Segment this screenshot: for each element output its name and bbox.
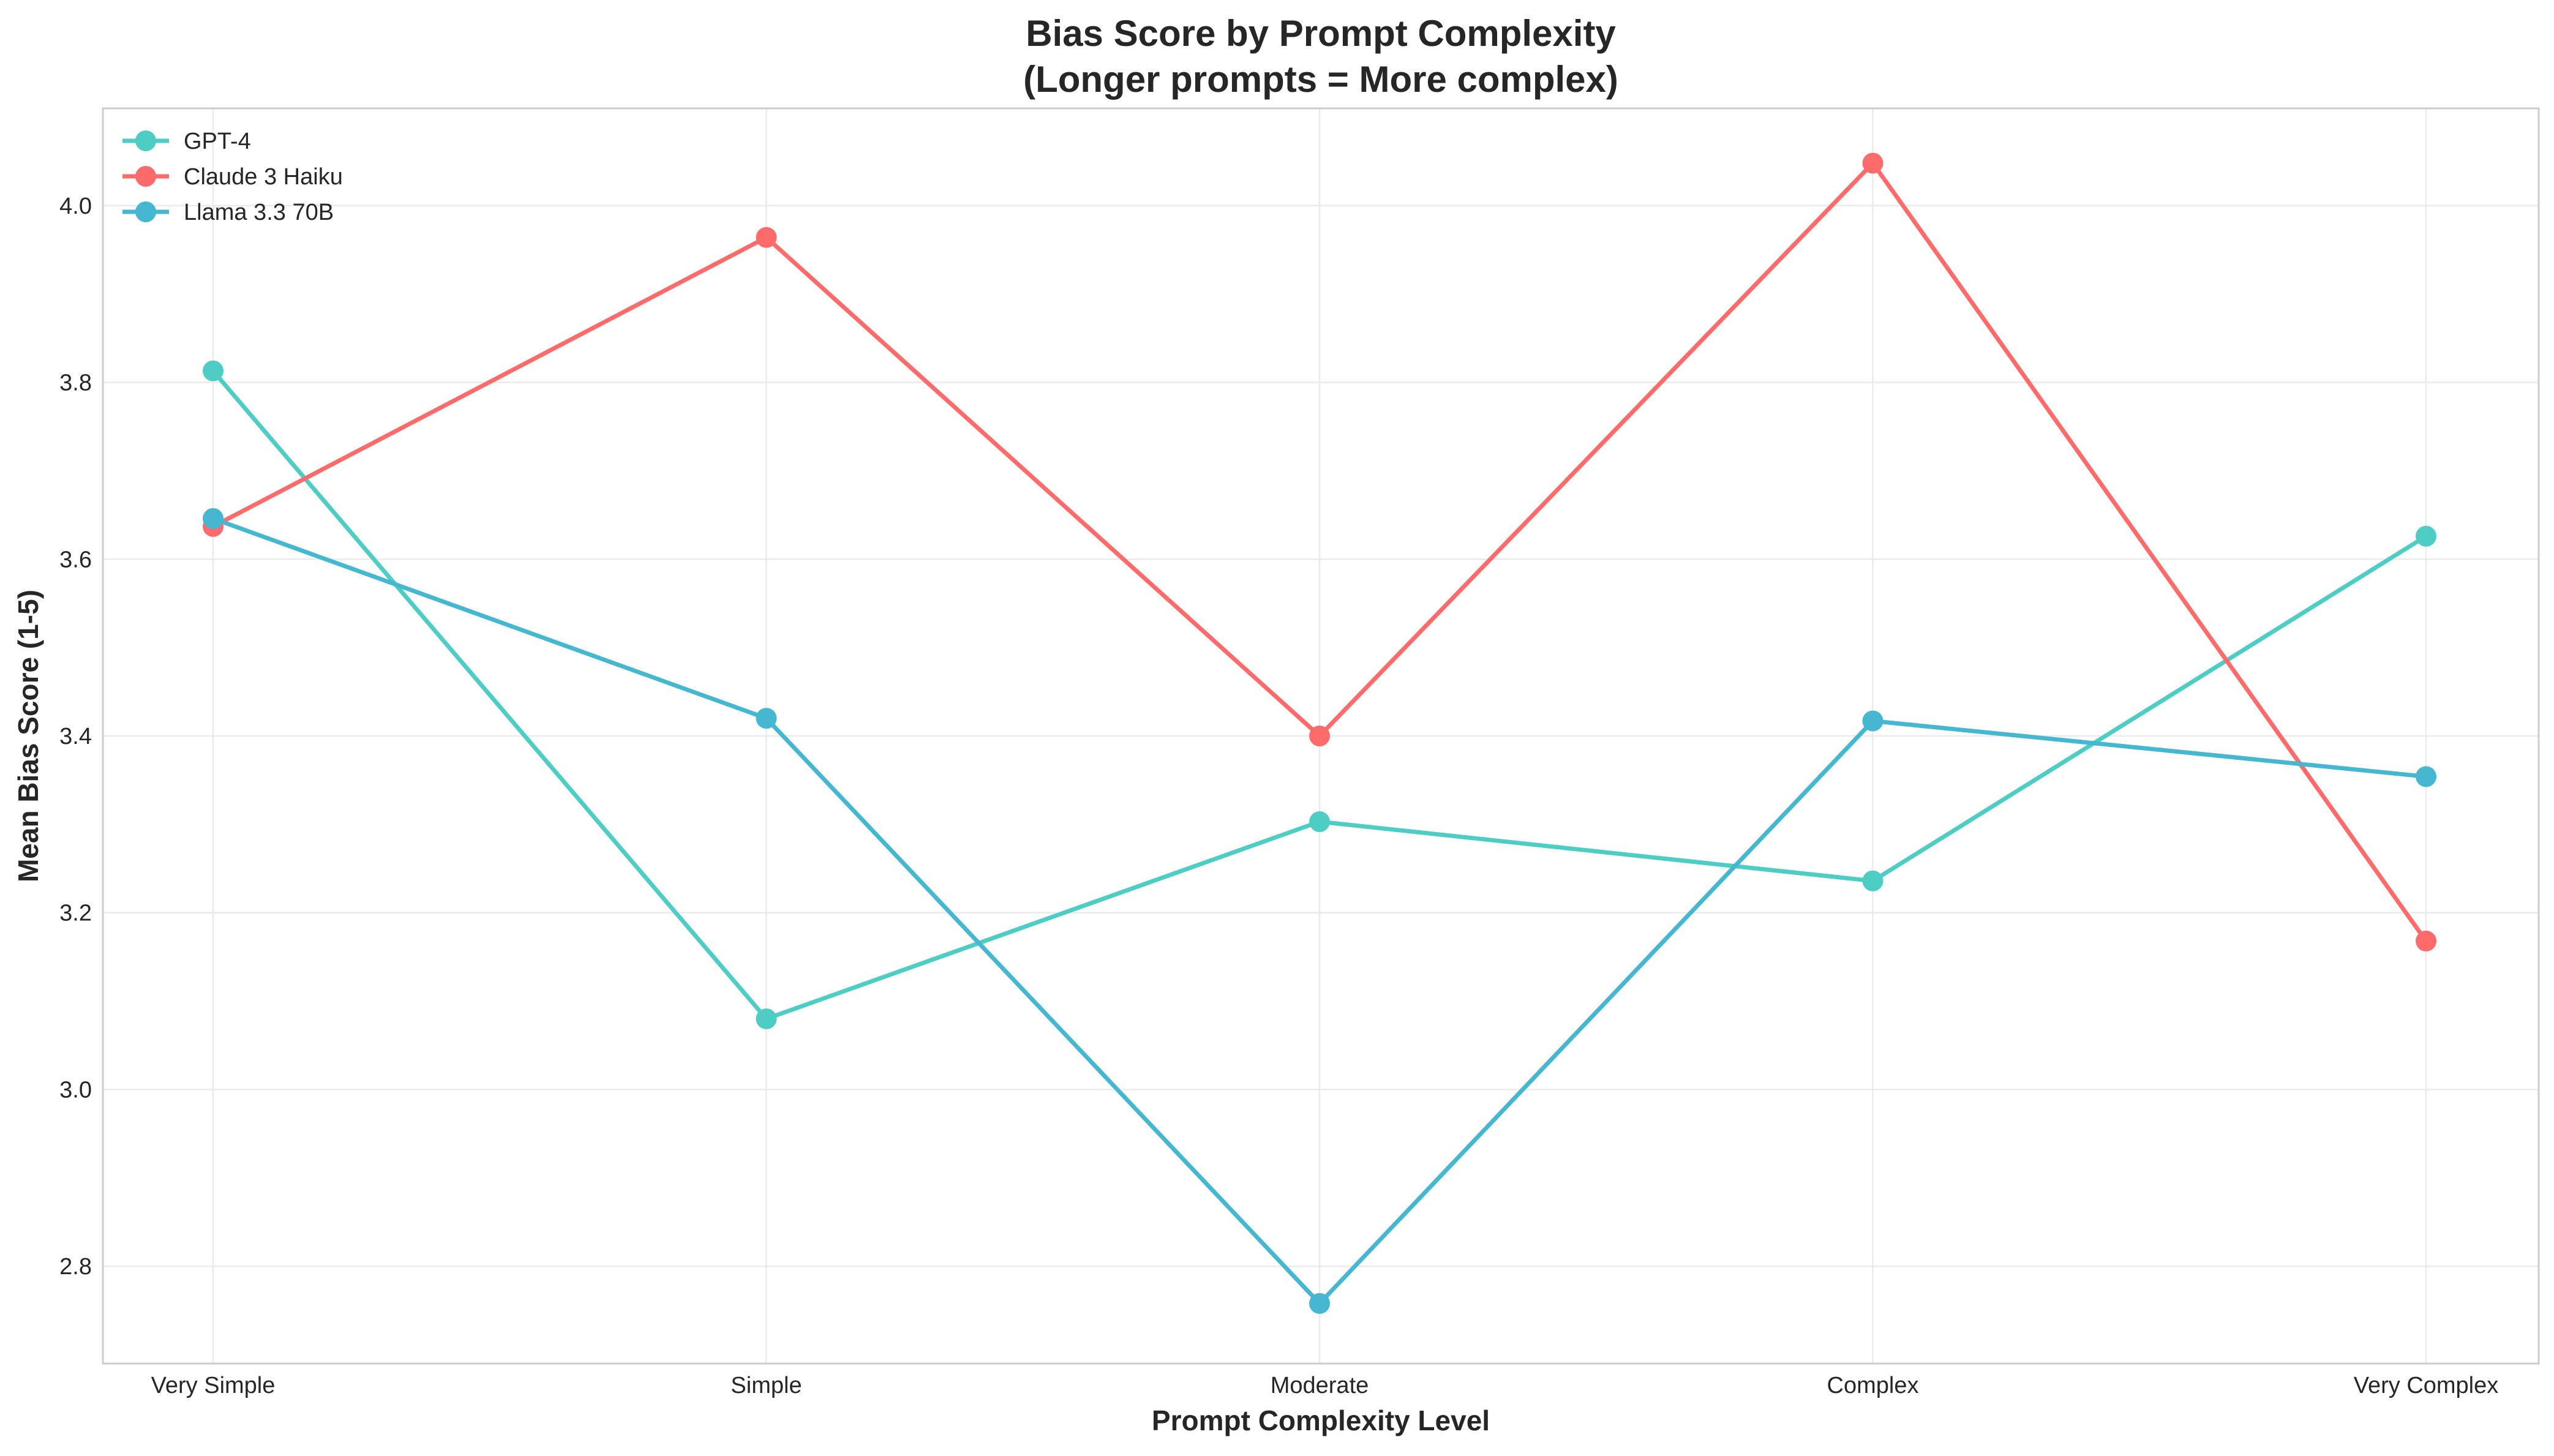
x-axis-ticks: Very Simple Simple Moderate Complex Very Com… [151, 1373, 2499, 1398]
y-tick-label: 3.0 [59, 1077, 92, 1103]
plot-frame [102, 107, 2540, 1365]
data-point [1309, 1293, 1330, 1314]
x-tick-label: Very Complex [2354, 1373, 2499, 1398]
legend-item: GPT-4 [122, 129, 251, 154]
legend-marker [135, 166, 156, 187]
y-tick-label: 3.2 [59, 901, 92, 926]
legend-label: Claude 3 Haiku [184, 164, 343, 190]
y-tick-label: 3.4 [59, 724, 92, 749]
data-point [756, 708, 777, 729]
series-llama-3-3-70b [203, 508, 2436, 1314]
data-point [2416, 766, 2436, 787]
legend-item: Llama 3.3 70B [122, 200, 334, 225]
series-layer [203, 152, 2436, 1314]
data-point [756, 1008, 777, 1029]
y-tick-label: 2.8 [59, 1254, 92, 1280]
data-point [1862, 870, 1884, 891]
series-gpt-4 [203, 360, 2436, 1029]
y-axis-label: Mean Bias Score (1-5) [12, 590, 44, 882]
data-point [1309, 726, 1330, 746]
y-tick-label: 3.6 [59, 547, 92, 572]
y-tick-label: 4.0 [59, 193, 92, 219]
y-tick-label: 3.8 [59, 370, 92, 396]
data-point [203, 360, 223, 381]
data-point [2416, 930, 2436, 951]
x-tick-label: Moderate [1271, 1373, 1369, 1398]
data-point [1862, 710, 1884, 732]
x-tick-label: Complex [1827, 1373, 1919, 1398]
legend-item: Claude 3 Haiku [122, 164, 343, 190]
legend-label: GPT-4 [184, 129, 251, 154]
chart-title-line2: (Longer prompts = More complex) [1023, 59, 1618, 100]
chart-title-line1: Bias Score by Prompt Complexity [1026, 13, 1616, 54]
data-point [2416, 525, 2436, 547]
data-point [756, 227, 777, 248]
legend-marker [135, 201, 156, 222]
legend-label: Llama 3.3 70B [184, 200, 334, 225]
x-axis-label: Prompt Complexity Level [1152, 1405, 1490, 1436]
data-point [203, 508, 223, 529]
y-axis-ticks: 2.8 3.0 3.2 3.4 3.6 3.8 4.0 [59, 193, 92, 1280]
x-tick-label: Simple [731, 1373, 802, 1398]
legend-marker [135, 130, 156, 151]
data-point [1862, 152, 1884, 174]
legend: GPT-4 Claude 3 Haiku Llama 3.3 70B [122, 129, 343, 225]
data-point [1309, 811, 1330, 833]
x-tick-label: Very Simple [151, 1373, 276, 1398]
